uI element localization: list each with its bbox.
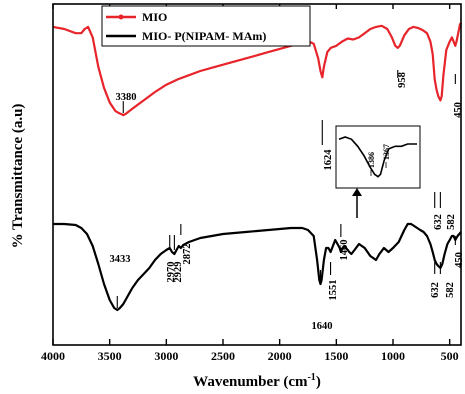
legend-marker-mio bbox=[118, 14, 124, 20]
peak-label: 1551 bbox=[328, 280, 339, 301]
peak-label: 2929 bbox=[173, 262, 184, 283]
peak-label: 632 bbox=[430, 282, 441, 298]
peak-label: 1624 bbox=[323, 149, 334, 171]
x-tick-label: 1500 bbox=[324, 349, 348, 363]
inset-peak-label: 1367 bbox=[382, 144, 391, 160]
peak-label: 582 bbox=[445, 282, 456, 298]
legend-label-mio-polymer: MIO- P(NIPAM- MAm) bbox=[142, 29, 266, 43]
series-line-0 bbox=[52, 22, 462, 117]
inset-box bbox=[335, 125, 421, 189]
inset-peak-label: 1386 bbox=[367, 152, 376, 168]
peak-label: 3380 bbox=[116, 92, 137, 103]
peak-label: 958 bbox=[397, 72, 408, 88]
peak-label: 1640 bbox=[312, 321, 333, 332]
y-axis-label: % Transmittance (a.u) bbox=[10, 104, 26, 249]
x-tick-label: 2500 bbox=[211, 349, 235, 363]
plot-frame bbox=[52, 3, 462, 346]
inset: 1386 1367 bbox=[335, 125, 421, 218]
x-tick-label: 4000 bbox=[41, 349, 65, 363]
peak-label: 1460 bbox=[339, 240, 350, 261]
inset-curve bbox=[338, 136, 417, 178]
x-tick-label: 3500 bbox=[98, 349, 122, 363]
peak-label: 2872 bbox=[182, 244, 193, 265]
peak-label: 450 bbox=[453, 102, 464, 118]
series-line-1 bbox=[53, 222, 462, 312]
peak-label: 3433 bbox=[110, 254, 131, 265]
x-tick-label: 2000 bbox=[268, 349, 292, 363]
legend-label-mio: MIO bbox=[142, 10, 167, 24]
peak-label: 2970 bbox=[166, 262, 177, 283]
inset-arrow-head bbox=[352, 188, 362, 196]
x-axis-label: Wavenumber (cm-1) bbox=[193, 372, 321, 390]
peak-label: 632 bbox=[433, 214, 444, 230]
peak-label: 450 bbox=[454, 252, 465, 268]
peak-label: 582 bbox=[446, 214, 457, 230]
x-tick-label: 3000 bbox=[154, 349, 178, 363]
legend-box bbox=[101, 5, 311, 47]
x-tick-label: 1000 bbox=[381, 349, 405, 363]
x-tick-label: 500 bbox=[441, 349, 459, 363]
legend: MIO MIO- P(NIPAM- MAm) bbox=[101, 5, 311, 47]
